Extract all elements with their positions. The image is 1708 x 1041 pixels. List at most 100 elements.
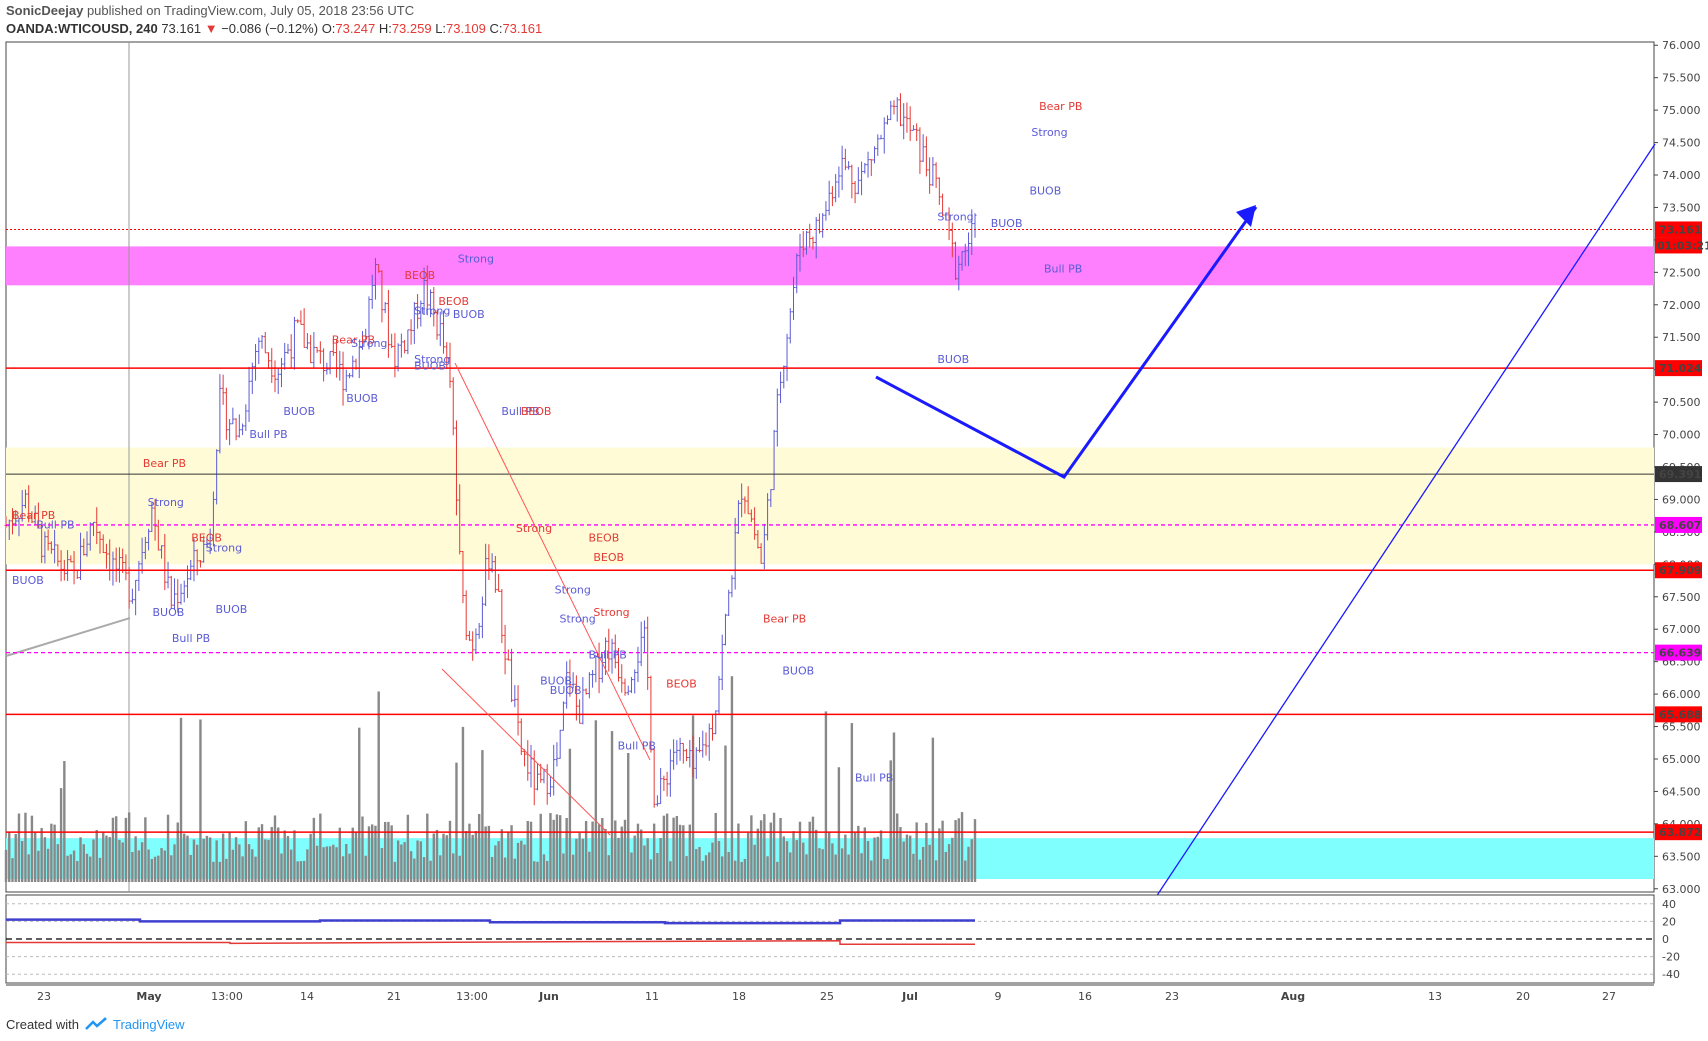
- volume-bar: [575, 838, 578, 882]
- countdown-label: 01:03:21: [1657, 239, 1708, 252]
- osc-blue-line: [6, 918, 975, 925]
- volume-bar: [439, 855, 442, 882]
- volume-bar: [153, 856, 157, 882]
- y-tick-label: 71.500: [1662, 331, 1701, 344]
- volume-bar: [147, 849, 150, 882]
- level-price-label: 71.024: [1659, 362, 1702, 375]
- volume-bar: [131, 851, 134, 882]
- volume-bar: [176, 822, 179, 882]
- volume-bar: [212, 861, 215, 882]
- volume-bar: [448, 820, 452, 882]
- volume-bar: [127, 812, 131, 882]
- signal-label: Strong: [458, 253, 494, 266]
- volume-bar: [409, 851, 413, 882]
- volume-bar: [805, 854, 808, 882]
- volume-bar: [442, 833, 445, 882]
- volume-bar: [59, 788, 63, 882]
- y-tick-label: 76.000: [1662, 39, 1701, 52]
- signal-label: BEOB: [589, 532, 620, 545]
- volume-bar: [601, 817, 604, 882]
- yellow-zone: [6, 447, 1654, 565]
- volume-bar: [335, 847, 338, 882]
- volume-bar: [811, 816, 815, 882]
- volume-bar: [555, 814, 559, 882]
- volume-bar: [639, 829, 643, 882]
- author-name[interactable]: SonicDeejay: [6, 3, 84, 18]
- volume-bar: [617, 837, 620, 882]
- volume-bar: [218, 861, 222, 882]
- volume-bar: [183, 833, 186, 882]
- volume-bar: [844, 834, 847, 882]
- volume-bar: [759, 820, 763, 882]
- volume-bar: [374, 825, 377, 882]
- volume-bar: [902, 841, 905, 882]
- volume-bar: [857, 825, 860, 882]
- volume-bar: [558, 815, 562, 882]
- volume-bar: [669, 861, 672, 882]
- volume-bar: [562, 853, 565, 882]
- volume-bar: [662, 815, 666, 882]
- volume-bar: [400, 844, 403, 882]
- volume-bar: [584, 820, 588, 882]
- price-axis[interactable]: 76.00075.50075.00074.50074.00073.50073.0…: [1654, 39, 1708, 896]
- volume-bar: [704, 855, 708, 882]
- volume-bar: [66, 855, 69, 882]
- volume-bar: [140, 842, 144, 882]
- volume-bar: [445, 835, 448, 882]
- volume-bar: [957, 818, 960, 882]
- volume-bar: [289, 849, 293, 882]
- volume-bar: [30, 815, 34, 882]
- volume-bar: [623, 819, 627, 882]
- volume-bar: [737, 823, 740, 882]
- open-label: O:: [321, 21, 336, 36]
- created-with-label: Created with: [6, 1016, 79, 1032]
- volume-bar: [782, 836, 785, 882]
- signal-label: Strong: [206, 541, 242, 554]
- volume-bar: [403, 842, 406, 882]
- volume-bar: [196, 844, 199, 882]
- volume-bar: [905, 834, 909, 882]
- volume-bar: [121, 842, 124, 882]
- level-price-label: 66.639: [1659, 647, 1701, 660]
- volume-bar: [500, 829, 504, 882]
- signal-label: Bull PB: [501, 405, 539, 418]
- tradingview-brand-link[interactable]: TradingView: [112, 1016, 185, 1032]
- signal-label: BEOB: [191, 532, 222, 545]
- level-price-tag: [1655, 824, 1702, 841]
- high-label: H:: [378, 21, 392, 36]
- volume-bar: [264, 839, 267, 882]
- volume-bar: [293, 830, 296, 882]
- volume-bar: [837, 767, 841, 882]
- signal-label: Strong: [414, 305, 450, 318]
- volume-bar: [4, 849, 8, 882]
- y-tick-label: 63.500: [1662, 850, 1701, 863]
- volume-bar: [367, 826, 371, 882]
- signal-label: Bull PB: [172, 632, 210, 645]
- volume-bar: [675, 816, 679, 882]
- volume-bar: [944, 851, 948, 882]
- signal-label: BEOB: [438, 295, 469, 308]
- signal-label: BEOB: [521, 405, 552, 418]
- volume-bar: [698, 846, 701, 882]
- volume-bar: [160, 848, 163, 882]
- volume-bar: [241, 856, 244, 882]
- time-axis[interactable]: 23 May 13:00 14 21 13:00 Jun 11 18 25 Jul 9 16 23 Aug 1…: [6, 984, 1654, 1003]
- volume-bar: [257, 827, 260, 882]
- volume-bar: [834, 854, 837, 882]
- volume-bar: [464, 831, 468, 882]
- volume-bar: [513, 858, 517, 882]
- chart-header: SonicDeejay published on TradingView.com…: [6, 2, 1606, 42]
- level-price-label: 68.607: [1659, 519, 1701, 532]
- volume-bar: [325, 846, 329, 882]
- signal-label: Bear PB: [763, 613, 806, 626]
- low-label: L:: [435, 21, 447, 36]
- signal-label: Bear PB: [143, 457, 186, 470]
- volume-bar: [134, 836, 137, 882]
- volume-bar: [53, 824, 56, 882]
- signal-label: Bull PB: [1044, 262, 1082, 275]
- volume-bar: [873, 837, 876, 882]
- volume-bar: [847, 854, 850, 882]
- volume-bar: [899, 827, 902, 882]
- volume-bar: [105, 835, 108, 882]
